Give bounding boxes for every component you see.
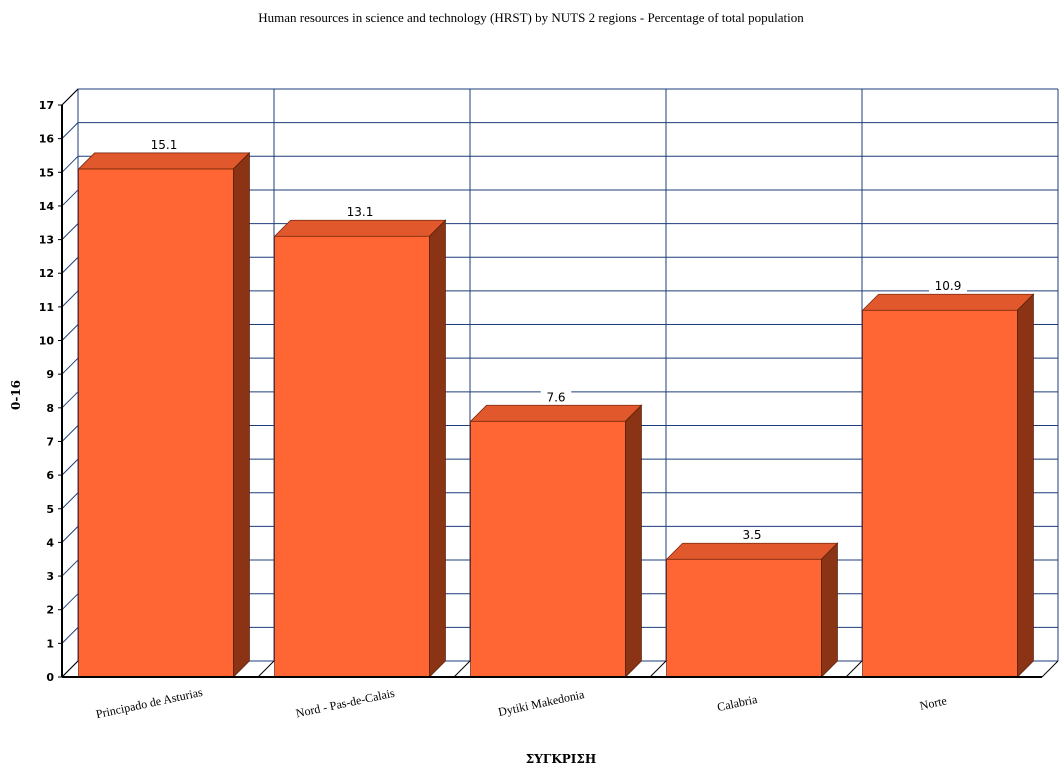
gridline-depth <box>61 425 79 442</box>
bar <box>469 404 643 678</box>
floor-line <box>453 660 471 678</box>
value-label: 13.1 <box>347 205 374 219</box>
value-label-bg <box>341 204 379 220</box>
value-label-bg <box>736 527 768 543</box>
y-tick-label: 11 <box>39 301 54 314</box>
y-tick-label: 10 <box>39 335 55 348</box>
gridline-depth <box>61 155 79 173</box>
y-tick-label: 13 <box>39 234 54 247</box>
gridline-depth <box>61 290 79 308</box>
value-label: 10.9 <box>935 279 962 293</box>
value-label-bg <box>929 278 967 294</box>
bar-side <box>1017 293 1034 678</box>
bar-side <box>429 219 446 678</box>
gridline-depth <box>61 559 79 577</box>
floor-line <box>649 660 667 678</box>
bar <box>273 219 447 678</box>
value-label: 3.5 <box>742 528 761 542</box>
bar-top <box>469 404 643 422</box>
y-tick-label: 12 <box>39 267 54 280</box>
axis-depth-top <box>61 88 79 106</box>
gridline-depth <box>61 526 79 543</box>
bar-top <box>665 542 839 560</box>
bar-side <box>625 404 642 678</box>
gridline-depth <box>61 492 79 510</box>
bar-front <box>862 309 1018 678</box>
bar <box>77 151 251 678</box>
gridline-depth <box>61 324 79 341</box>
y-tick-label: 17 <box>39 99 54 112</box>
y-tick-label: 2 <box>46 604 54 617</box>
floor-line <box>257 660 275 678</box>
x-axis-title: ΣΥΓΚΡΙΣΗ <box>526 752 596 766</box>
value-label-bg <box>145 136 183 152</box>
y-tick-label: 3 <box>46 570 54 583</box>
y-tick-label: 9 <box>46 368 54 381</box>
gridline-depth <box>61 357 79 375</box>
y-tick-label: 5 <box>46 503 54 516</box>
y-tick-label: 8 <box>46 402 54 415</box>
floor-line <box>1041 660 1059 678</box>
bar-side <box>821 542 838 678</box>
y-tick-label: 16 <box>39 133 55 146</box>
gridline-depth <box>61 458 79 476</box>
bar <box>665 542 839 678</box>
bars-layer <box>77 151 1035 678</box>
category-label: Dytiki Makedonia <box>497 687 586 719</box>
gridline-depth <box>61 122 79 140</box>
y-tick-label: 6 <box>46 469 54 482</box>
gridline-depth <box>61 189 79 207</box>
bar-front <box>78 168 234 678</box>
bar-top <box>77 152 251 170</box>
category-label: Calabria <box>716 692 759 714</box>
axis-layer <box>58 88 1059 678</box>
chart-title: Human resources in science and technolog… <box>258 10 804 25</box>
y-tick-label: 14 <box>39 200 55 213</box>
y-tick-label: 4 <box>46 536 54 549</box>
bar-front <box>274 235 430 678</box>
bar-front <box>470 420 626 678</box>
y-tick-label: 15 <box>39 166 54 179</box>
bar <box>861 293 1035 678</box>
category-label: Nord - Pas-de-Calais <box>294 686 396 721</box>
value-label: 7.6 <box>546 390 565 404</box>
category-label: Norte <box>918 693 948 712</box>
gridline-depth <box>61 391 79 409</box>
y-tick-label: 0 <box>46 671 54 684</box>
category-label: Principado de Asturias <box>95 685 205 721</box>
gridline-depth <box>61 256 79 274</box>
floor-line <box>845 660 863 678</box>
bar-top <box>861 293 1035 311</box>
gridline-depth <box>61 626 79 644</box>
y-tick-label: 1 <box>46 637 54 650</box>
y-tick-label: 7 <box>46 435 54 448</box>
bar-side <box>233 151 250 678</box>
floor-line <box>61 660 79 678</box>
gridline-depth <box>61 593 79 611</box>
value-label-bg <box>540 389 572 405</box>
y-axis-title: 0-16 <box>9 380 23 410</box>
gridline-depth <box>61 223 79 240</box>
bar-front <box>666 558 822 678</box>
bar-top <box>273 219 447 237</box>
value-label: 15.1 <box>151 138 178 152</box>
